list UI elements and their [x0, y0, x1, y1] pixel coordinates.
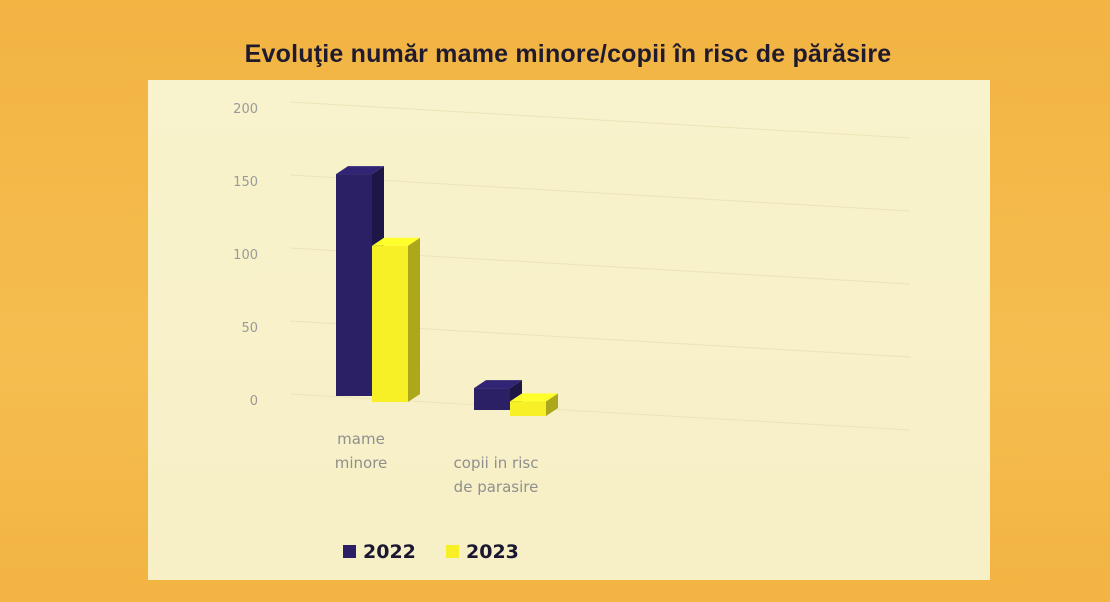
legend-label-2023: 2023	[466, 541, 519, 563]
bar-front	[336, 174, 372, 396]
bar-side	[408, 238, 420, 402]
category-label-line: de parasire	[454, 478, 539, 496]
category-label-line: minore	[335, 454, 388, 472]
category-label: copii in risc de parasire	[454, 454, 539, 496]
bar-front	[510, 401, 546, 416]
category-label-line: copii in risc	[454, 454, 539, 472]
category-label-line: mame	[337, 430, 385, 448]
bar-2023-0	[372, 238, 420, 402]
legend-label-2022: 2022	[363, 541, 416, 563]
y-axis-ticks: 200 150 100 50 0	[233, 102, 258, 409]
y-tick-label: 150	[233, 175, 258, 190]
legend-swatch-2023	[446, 545, 459, 558]
legend-swatch-2022	[343, 545, 356, 558]
category-label: mame minore	[335, 430, 388, 472]
x-axis-categories: mame minore copii in risc de parasire	[335, 430, 539, 496]
bar-2023-1	[510, 393, 558, 416]
bar-front	[372, 246, 408, 402]
y-tick-label: 100	[233, 248, 258, 263]
y-tick-label: 200	[233, 102, 258, 117]
legend: 2022 2023	[343, 541, 519, 563]
bar-front	[474, 388, 510, 410]
y-tick-label: 0	[250, 394, 258, 409]
grid-line	[290, 102, 910, 138]
y-tick-label: 50	[241, 321, 258, 336]
bars	[336, 166, 558, 416]
